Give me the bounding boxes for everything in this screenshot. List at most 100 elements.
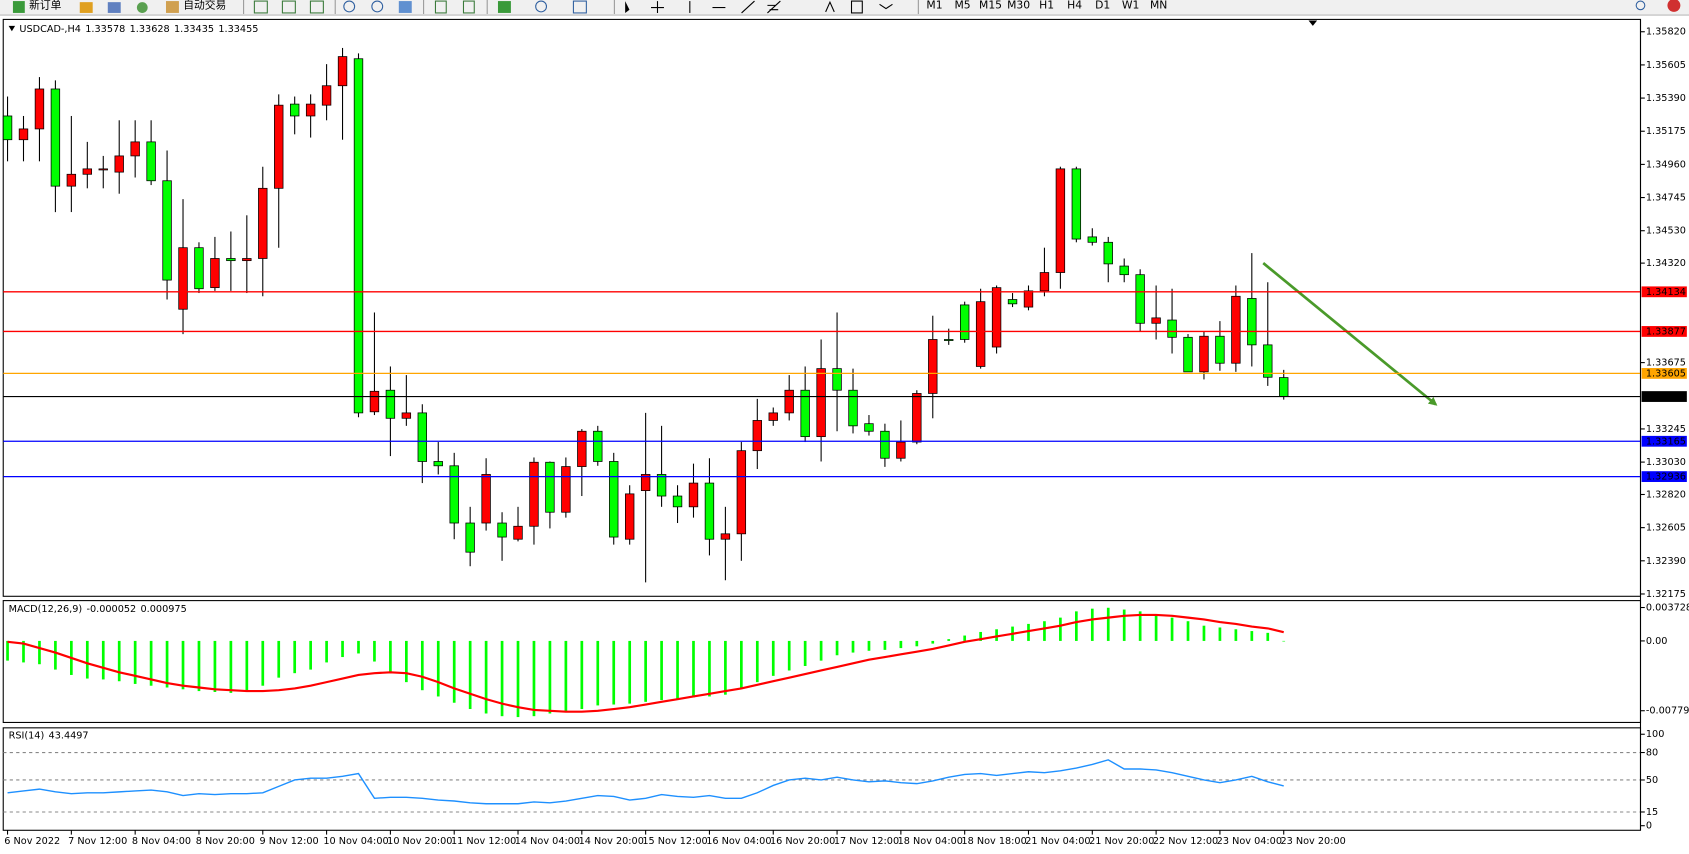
timeframe-button[interactable]: M5 bbox=[954, 0, 970, 11]
indicator-header: MACD(12,26,9) -0.000052 0.000975 bbox=[9, 604, 187, 615]
macd-bar bbox=[149, 640, 153, 686]
macd-bar bbox=[1266, 632, 1270, 641]
y-tick-label: 1.33675 bbox=[1646, 358, 1686, 369]
candle-body bbox=[720, 533, 731, 540]
zoom-in[interactable] bbox=[343, 0, 356, 13]
candle-body bbox=[401, 412, 412, 419]
indicator-value: 43.4497 bbox=[49, 730, 89, 741]
macd-bar bbox=[1170, 617, 1174, 641]
cursor-tool[interactable] bbox=[625, 1, 630, 13]
new-order-button[interactable]: 新订单 bbox=[29, 0, 62, 11]
timeframe-button[interactable]: W1 bbox=[1122, 0, 1139, 11]
trendline-tool[interactable] bbox=[741, 0, 755, 14]
macd-bar bbox=[835, 640, 839, 656]
x-tick-label: 11 Nov 12:00 bbox=[451, 836, 516, 847]
x-tick-label: 21 Nov 20:00 bbox=[1089, 836, 1154, 847]
autotrade-icon[interactable] bbox=[165, 1, 179, 13]
signal-line bbox=[7, 613, 1284, 713]
y-tick-label: 1.32175 bbox=[1646, 589, 1686, 600]
candle-body bbox=[321, 85, 332, 106]
macd-bar bbox=[325, 640, 328, 663]
candle-body bbox=[656, 474, 667, 497]
macd-bar bbox=[660, 640, 663, 701]
timeframe-button[interactable]: D1 bbox=[1095, 0, 1110, 11]
x-tick-label: 8 Nov 04:00 bbox=[132, 836, 191, 847]
new-order-icon[interactable] bbox=[12, 1, 25, 13]
macd-bar bbox=[1218, 627, 1222, 641]
toolbar-icon[interactable] bbox=[462, 0, 475, 14]
candle-body bbox=[385, 389, 396, 419]
macd-bar bbox=[468, 640, 472, 710]
candle-body bbox=[816, 368, 826, 438]
macd-bar bbox=[197, 640, 201, 692]
macd-bar bbox=[101, 640, 105, 680]
candle-body bbox=[449, 465, 459, 524]
candle-body bbox=[337, 56, 348, 87]
candle-body bbox=[848, 389, 858, 427]
y-tick-label: 1.35605 bbox=[1646, 60, 1686, 71]
timeframe-button[interactable]: H1 bbox=[1039, 0, 1054, 11]
timeframe-button[interactable]: M30 bbox=[1007, 0, 1030, 11]
timeframe-button[interactable]: MN bbox=[1150, 0, 1167, 11]
candle-body bbox=[752, 420, 762, 452]
current-price-label: 1.33455 bbox=[1646, 392, 1686, 403]
candle-body bbox=[1087, 236, 1097, 243]
candle-body bbox=[1039, 272, 1050, 292]
text-tool[interactable] bbox=[825, 0, 835, 13]
zoom-out[interactable] bbox=[371, 0, 384, 13]
x-tick-label: 17 Nov 12:00 bbox=[834, 836, 899, 847]
toolbar-icon[interactable] bbox=[253, 0, 268, 14]
toolbar-icon[interactable] bbox=[281, 0, 296, 14]
header-low: 1.33435 bbox=[174, 24, 214, 35]
x-tick-label: 8 Nov 20:00 bbox=[196, 836, 255, 847]
indicator-value: 0.000975 bbox=[141, 604, 187, 615]
x-tick-label: 21 Nov 04:00 bbox=[1025, 836, 1090, 847]
tile-windows[interactable] bbox=[398, 1, 412, 13]
toolbar-icon[interactable] bbox=[136, 2, 148, 13]
candle-body bbox=[433, 461, 443, 467]
macd-bar bbox=[1138, 611, 1142, 641]
price-label: 1.34134 bbox=[1646, 287, 1686, 298]
candle-body bbox=[194, 247, 204, 290]
timeframe-button[interactable]: M1 bbox=[926, 0, 942, 11]
macd-bar bbox=[133, 640, 137, 684]
shapes-tool[interactable] bbox=[879, 3, 893, 10]
macd-bar bbox=[915, 640, 919, 647]
toolbar-icon[interactable] bbox=[309, 0, 324, 14]
macd-bar bbox=[771, 640, 775, 676]
macd-bar bbox=[724, 640, 727, 695]
candle-body bbox=[800, 389, 810, 438]
candle-body bbox=[832, 368, 842, 391]
periods-menu[interactable] bbox=[535, 0, 548, 13]
macd-bar bbox=[676, 640, 679, 700]
templates-menu[interactable] bbox=[572, 0, 587, 14]
toolbar-icon[interactable] bbox=[434, 0, 447, 14]
crosshair-tool[interactable] bbox=[651, 1, 664, 13]
toolbar-icon[interactable] bbox=[107, 2, 121, 13]
macd-bar bbox=[181, 640, 185, 690]
fibo-tool[interactable] bbox=[767, 0, 781, 14]
candle-body bbox=[529, 461, 539, 527]
candle-body bbox=[1055, 168, 1066, 273]
search-button[interactable] bbox=[1635, 0, 1646, 11]
macd-bar bbox=[165, 640, 169, 688]
autotrade-button[interactable]: 自动交易 bbox=[183, 0, 226, 11]
x-tick-label: 18 Nov 18:00 bbox=[961, 836, 1026, 847]
candle-body bbox=[624, 493, 635, 540]
rsi-line bbox=[7, 759, 1284, 805]
macd-bar bbox=[1122, 609, 1126, 641]
notification-badge[interactable] bbox=[1667, 0, 1681, 12]
macd-bar bbox=[309, 640, 312, 670]
timeframe-button[interactable]: H4 bbox=[1067, 0, 1082, 11]
macd-bar bbox=[1059, 617, 1062, 641]
price-label-bg bbox=[1641, 435, 1687, 447]
candle-body bbox=[896, 441, 906, 459]
indicators-menu[interactable] bbox=[497, 1, 511, 13]
toolbar-icon[interactable] bbox=[79, 2, 93, 13]
macd-bar bbox=[532, 640, 536, 717]
macd-bar bbox=[245, 640, 249, 692]
label-tool[interactable] bbox=[850, 0, 863, 14]
indicator-value: -0.000052 bbox=[86, 604, 136, 615]
timeframe-button[interactable]: M15 bbox=[979, 0, 1002, 11]
